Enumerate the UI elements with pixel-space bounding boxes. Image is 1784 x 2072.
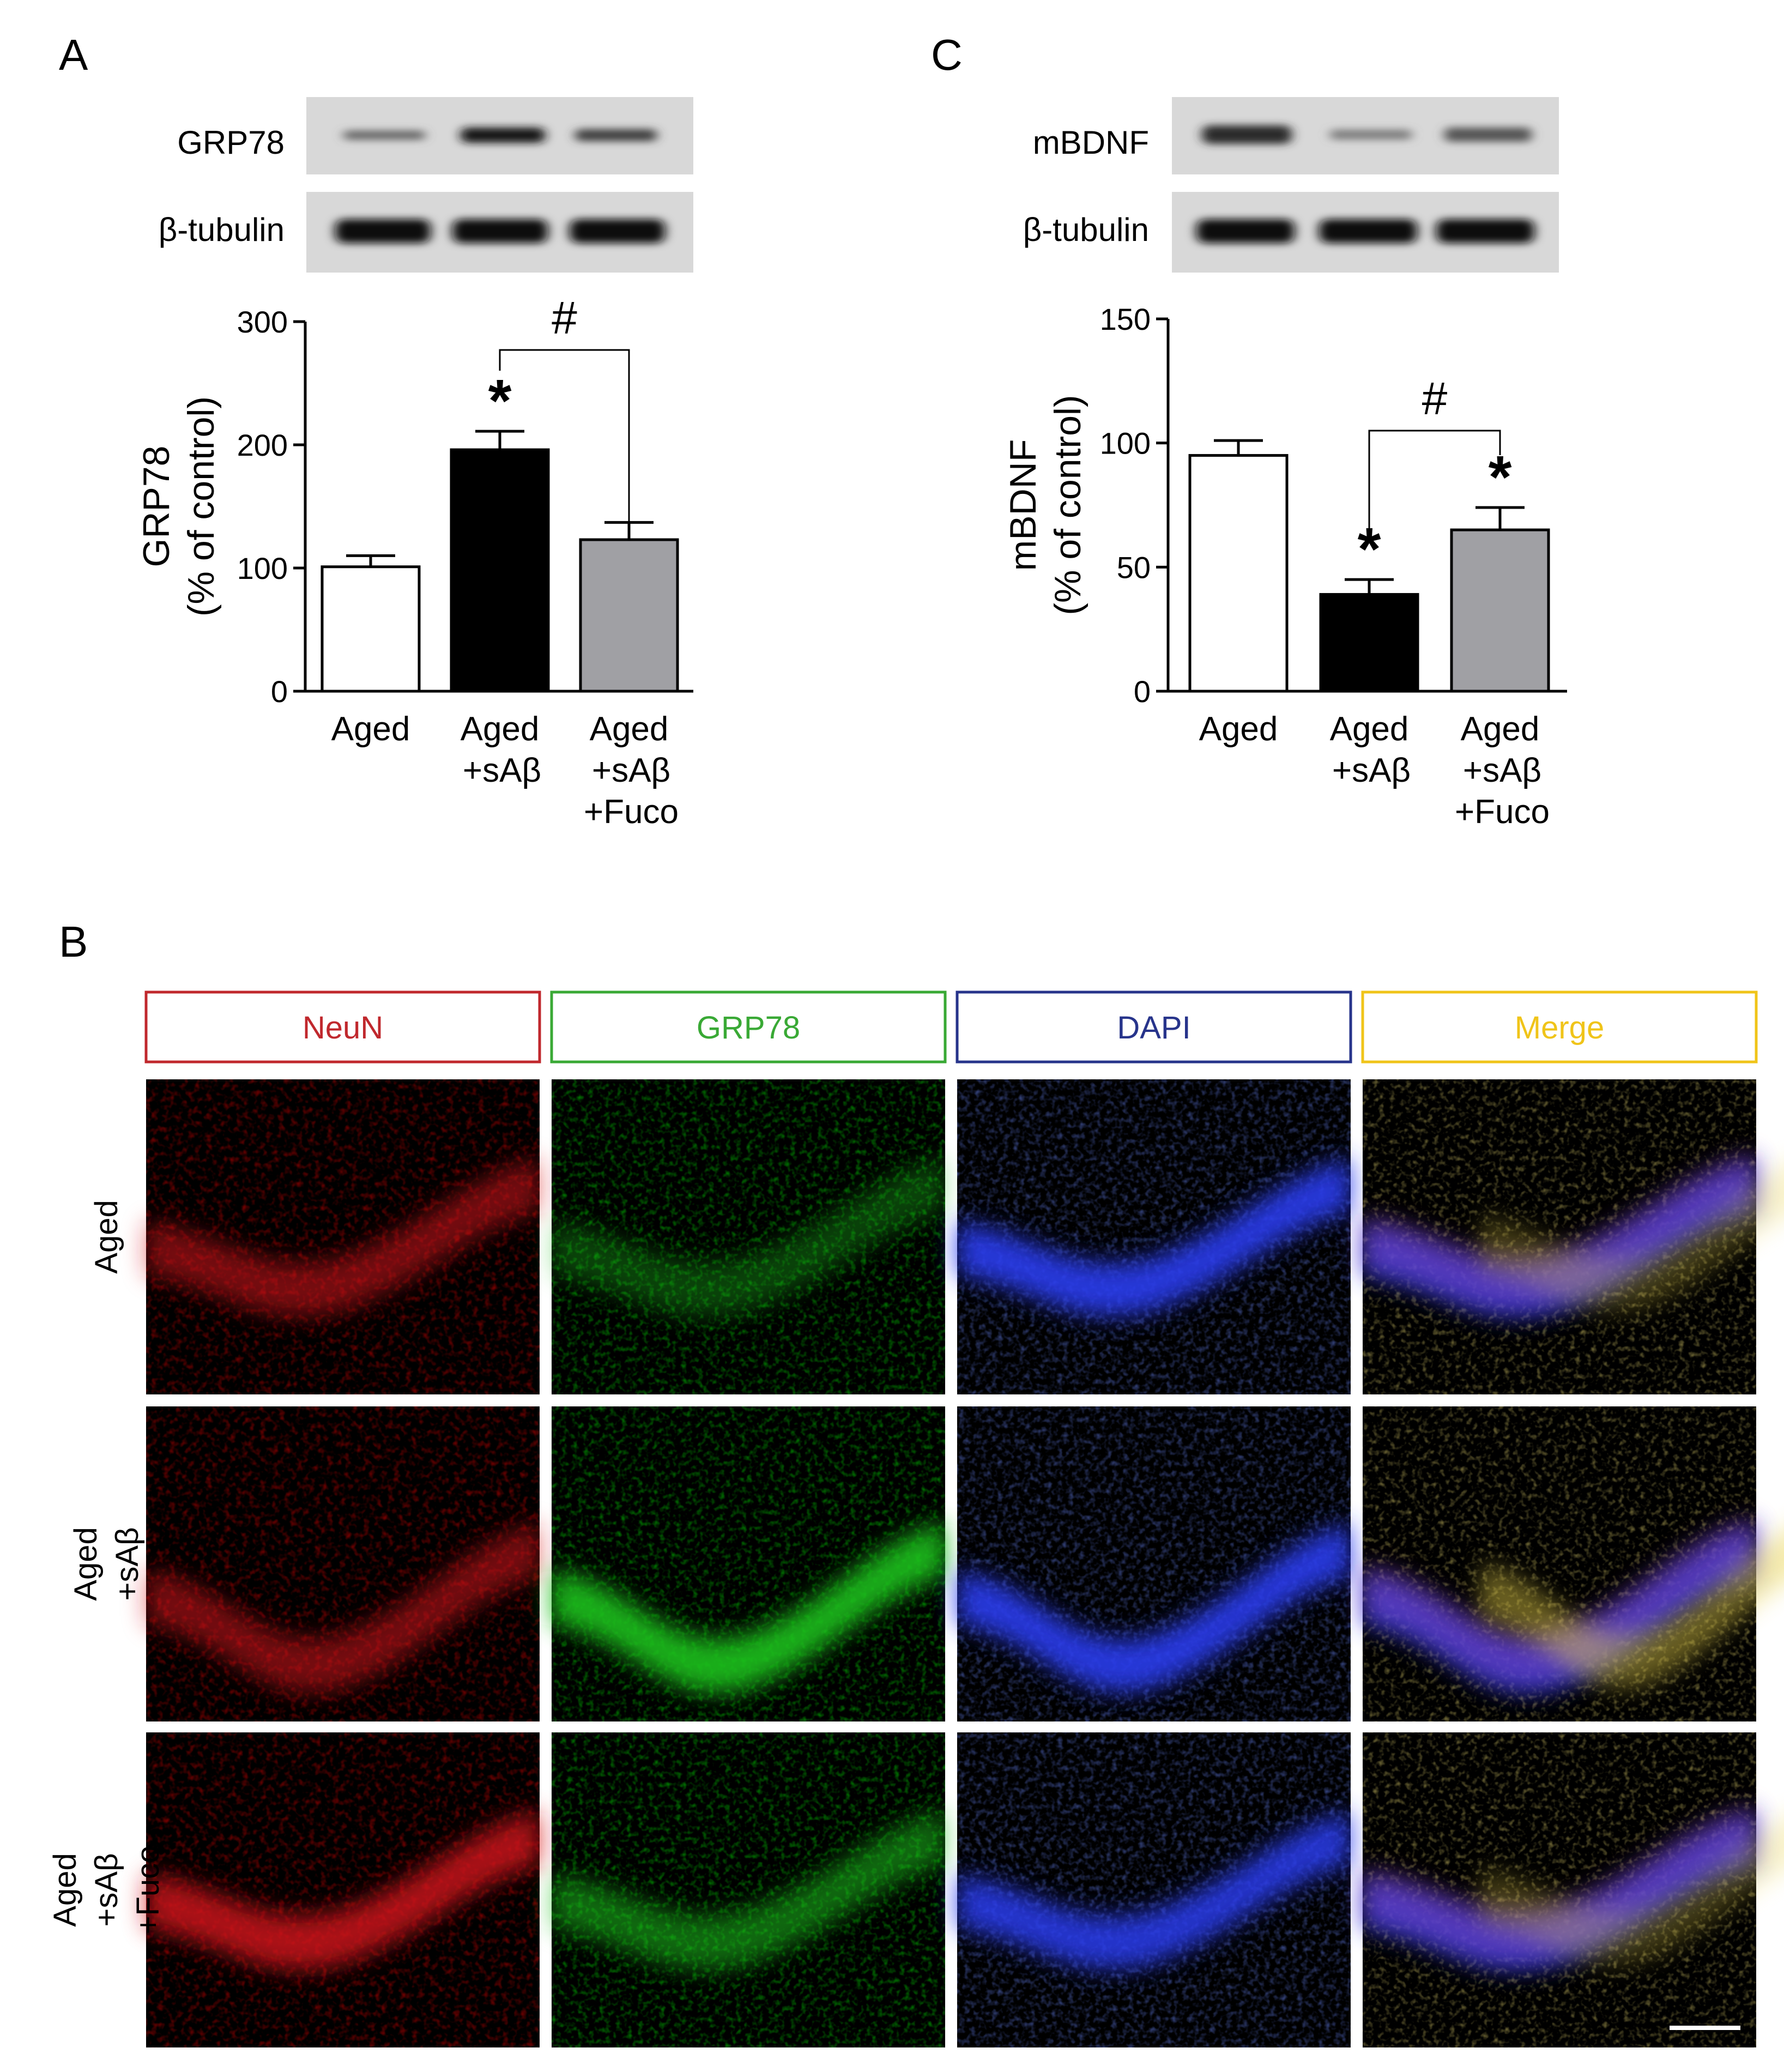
y-tick-label: 100	[1100, 426, 1151, 461]
blot-c-band-mbdnf-3	[1444, 128, 1532, 142]
micrograph-panel	[1363, 1732, 1784, 2047]
channel-label: DAPI	[1117, 1010, 1190, 1046]
western-blot-c: mBDNF β-tubulin	[1023, 97, 1559, 273]
bar	[320, 565, 421, 693]
blot-a-band-grp78-3	[575, 129, 657, 141]
y-axis-title-line: (% of control)	[1047, 395, 1088, 615]
micrograph-panel	[1363, 1079, 1784, 1394]
channel-header-box	[550, 990, 947, 1064]
significance-marker: *	[488, 367, 512, 434]
blot-a-band-tubulin-2	[452, 219, 548, 243]
y-tick-label: 100	[237, 551, 288, 585]
x-category-label: Aged	[590, 710, 669, 748]
micrograph-panel	[146, 1079, 540, 1394]
channel-header-box	[956, 990, 1352, 1064]
x-category-label: +Fuco	[584, 793, 679, 831]
x-category-label: +sAβ	[463, 752, 541, 789]
bar	[1319, 593, 1419, 693]
x-category-label: +sAβ	[1463, 752, 1541, 789]
row-label-line: +sAβ	[89, 1853, 124, 1927]
blot-a-bottom-label: β-tubulin	[159, 212, 285, 248]
blot-c-band-tubulin-1	[1196, 219, 1295, 243]
blot-c-top-label: mBDNF	[1033, 124, 1149, 161]
blot-a-band-grp78-1	[343, 131, 425, 140]
y-axis-title-line: GRP78	[136, 446, 177, 567]
x-category-label: Aged	[461, 710, 540, 748]
channel-header-box	[1361, 990, 1758, 1064]
x-category-label: Aged	[331, 710, 410, 748]
panel-letter-b: B	[59, 917, 88, 966]
western-blot-a: GRP78 β-tubulin	[159, 97, 693, 273]
channel-header-box	[144, 990, 541, 1064]
micrograph-panel	[957, 1079, 1351, 1394]
y-tick-label: 300	[237, 305, 288, 339]
comparison-marker: #	[552, 292, 577, 343]
row-label: Aged	[89, 1200, 124, 1273]
micrograph-panel	[146, 1732, 540, 2047]
micrograph-panel	[552, 1079, 945, 1394]
blot-a-band-grp78-2	[461, 128, 545, 143]
bar	[1188, 454, 1289, 693]
blot-c-band-tubulin-2	[1319, 219, 1417, 243]
y-axis-title-line: mBDNF	[1002, 439, 1044, 571]
comparison-bracket	[1368, 430, 1501, 534]
y-tick-label: 200	[237, 428, 288, 462]
row-label: Aged +sAβ +Fuco	[47, 1846, 166, 1935]
panel-letter-c: C	[931, 31, 963, 79]
panel-letter-a: A	[59, 31, 88, 79]
micrograph-panel	[552, 1406, 945, 1721]
blot-a-band-tubulin-1	[335, 219, 431, 243]
x-category-label: Aged	[1461, 710, 1540, 748]
micrograph-panel	[552, 1732, 945, 2047]
bar	[450, 448, 550, 693]
blot-c-band-mbdnf-1	[1202, 125, 1292, 144]
y-axis-title: GRP78(% of control)	[136, 396, 222, 617]
row-label-line: Aged	[68, 1527, 104, 1600]
bar-chart-a: 0 100 200 300 GRP78(% of control) Aged Aged +sA…	[136, 292, 693, 831]
y-tick-label: 0	[1134, 674, 1151, 709]
blot-c-bottom-label: β-tubulin	[1023, 212, 1149, 248]
x-category-label: +sAβ	[592, 752, 670, 789]
blot-a-band-tubulin-3	[570, 219, 665, 243]
channel-label: Merge	[1515, 1010, 1604, 1046]
comparison-marker: #	[1422, 373, 1448, 424]
comparison-bracket	[499, 349, 630, 523]
bar	[579, 538, 679, 693]
x-category-label: Aged	[1330, 710, 1409, 748]
blot-c-band-mbdnf-2	[1330, 130, 1412, 140]
blot-c-band-tubulin-3	[1436, 219, 1534, 243]
row-label-line: +Fuco	[130, 1846, 166, 1935]
y-tick-label: 0	[271, 674, 288, 709]
row-label-line: Aged	[47, 1853, 83, 1926]
channel-label: NeuN	[303, 1010, 383, 1046]
x-category-label: +Fuco	[1455, 793, 1550, 831]
channel-label: GRP78	[697, 1010, 800, 1046]
micrograph-panel	[146, 1406, 540, 1721]
row-label: Aged +sAβ	[68, 1527, 145, 1600]
y-axis-title-line: (% of control)	[180, 396, 222, 617]
micrograph-panel	[957, 1406, 1351, 1721]
blot-a-top-label: GRP78	[177, 124, 285, 161]
row-label-line: Aged	[89, 1200, 124, 1273]
y-tick-label: 150	[1100, 302, 1151, 336]
bar	[1450, 528, 1550, 693]
row-label-line: +sAβ	[110, 1527, 145, 1601]
y-axis-title: mBDNF(% of control)	[1002, 395, 1088, 615]
x-category-label: +sAβ	[1332, 752, 1411, 789]
micrograph-panel	[1363, 1406, 1784, 1721]
x-category-label: Aged	[1199, 710, 1278, 748]
bar-chart-c: 0 50 100 150 mBDNF(% of control) Aged Aged +sAβ…	[1002, 302, 1567, 831]
y-tick-label: 50	[1117, 550, 1151, 584]
micrograph-panel	[957, 1732, 1351, 2047]
